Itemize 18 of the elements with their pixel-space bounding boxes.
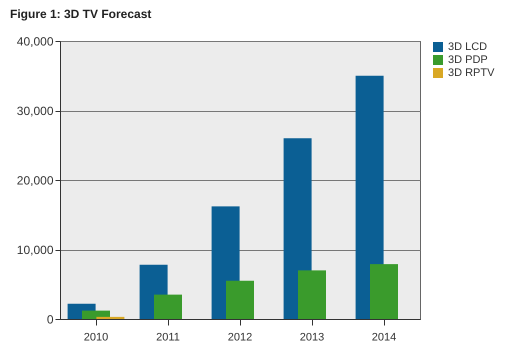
chart-title: Figure 1: 3D TV Forecast — [10, 7, 152, 21]
y-tick-label: 40,000 — [16, 34, 54, 48]
y-tick-label: 20,000 — [16, 174, 54, 188]
bar — [370, 264, 398, 319]
bar — [298, 270, 326, 319]
y-tick-label: 30,000 — [16, 104, 54, 118]
x-tick-label: 2012 — [228, 332, 252, 344]
y-tick-label: 10,000 — [16, 243, 54, 257]
x-tick-label: 2011 — [156, 332, 180, 344]
bar — [226, 280, 254, 319]
x-tick-label: 2010 — [84, 332, 108, 344]
y-tick-label: 0 — [46, 312, 54, 326]
x-tick-label: 2013 — [300, 332, 324, 344]
x-tick-label: 2014 — [372, 332, 396, 344]
bar — [154, 294, 182, 319]
legend-label: 3D LCD — [448, 41, 488, 53]
legend-label: 3D RPTV — [448, 67, 496, 79]
legend-label: 3D PDP — [448, 54, 488, 66]
